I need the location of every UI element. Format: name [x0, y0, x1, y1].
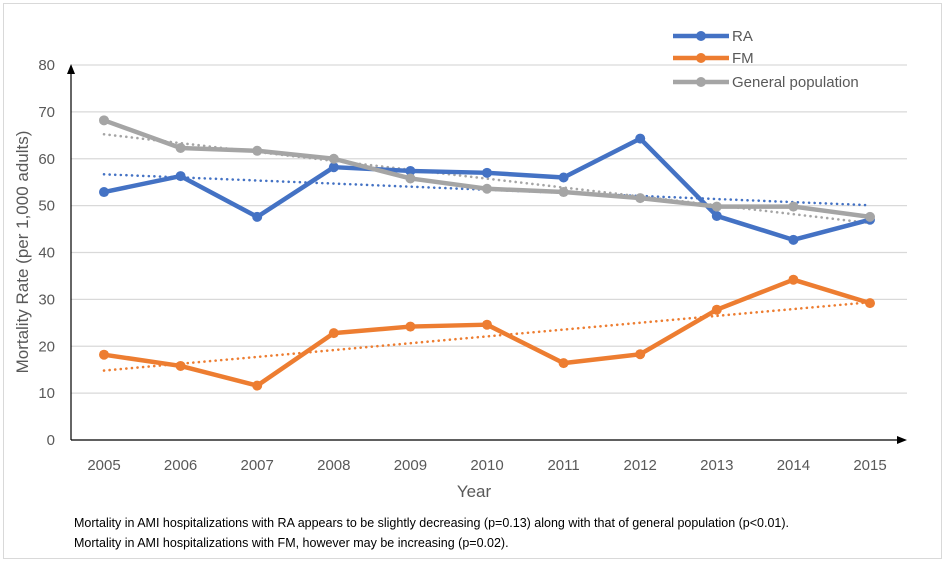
data-point-fm [99, 349, 109, 360]
data-point-ra [175, 171, 186, 182]
y-tick-label: 40 [38, 245, 55, 262]
y-tick-label: 30 [38, 291, 55, 308]
data-point-ra [328, 162, 339, 173]
series-ra [99, 133, 875, 245]
data-point-general-population [788, 201, 799, 212]
series-general-population [99, 115, 875, 222]
data-point-fm [635, 349, 646, 360]
legend-label: RA [732, 28, 753, 45]
x-tick-label: 2012 [624, 457, 657, 474]
chart-caption: Mortality in AMI hospitalizations with R… [74, 513, 789, 553]
data-point-general-population [558, 187, 569, 198]
caption-line-2: Mortality in AMI hospitalizations with F… [74, 536, 509, 550]
series-fm [99, 274, 875, 391]
data-point-ra [99, 187, 109, 198]
x-tick-label: 2005 [87, 457, 120, 474]
y-tick-label: 80 [38, 57, 55, 74]
data-point-ra [635, 133, 646, 144]
data-point-fm [252, 380, 263, 391]
data-point-general-population [328, 153, 339, 164]
data-point-ra [711, 210, 722, 221]
x-tick-label: 2015 [853, 457, 886, 474]
legend-swatch-marker [696, 77, 706, 87]
legend-label: FM [732, 50, 754, 67]
y-axis-title: Mortality Rate (per 1,000 adults) [13, 131, 32, 374]
trendline-fm [102, 300, 872, 372]
x-axis-title: Year [457, 482, 492, 501]
data-point-fm [865, 298, 875, 309]
x-tick-label: 2010 [470, 457, 503, 474]
caption-line-1: Mortality in AMI hospitalizations with R… [74, 516, 789, 530]
data-point-general-population [405, 173, 416, 184]
trendline-ra [102, 173, 872, 207]
data-point-ra [405, 165, 416, 176]
data-point-general-population [865, 211, 875, 222]
data-point-fm [175, 360, 186, 371]
series-line-fm [103, 277, 871, 388]
gridlines [71, 64, 907, 394]
y-tick-label: 50 [38, 198, 55, 215]
x-tick-label: 2013 [700, 457, 733, 474]
x-tick-label: 2007 [241, 457, 274, 474]
data-point-fm [558, 358, 569, 369]
y-tick-label: 20 [38, 338, 55, 355]
x-tick-label: 2008 [317, 457, 350, 474]
data-point-fm [405, 321, 416, 332]
y-tick-label: 70 [38, 104, 55, 121]
data-point-general-population [175, 142, 186, 153]
y-tick-label: 10 [38, 385, 55, 402]
y-axis-arrow [67, 64, 75, 74]
legend-label: General population [732, 74, 859, 91]
x-tick-label: 2011 [547, 457, 579, 474]
axes [67, 64, 907, 444]
data-point-general-population [711, 201, 722, 212]
data-point-fm [788, 274, 799, 285]
data-point-fm [711, 304, 722, 315]
y-tick-label: 60 [38, 151, 55, 168]
legend-item-fm: FM [673, 50, 754, 67]
data-point-general-population [635, 193, 646, 204]
data-point-general-population [252, 145, 263, 156]
chart-frame [3, 3, 942, 559]
data-point-fm [482, 319, 492, 330]
legend: RA FM General population [673, 28, 859, 91]
x-tick-label: 2006 [164, 457, 197, 474]
data-point-ra [558, 172, 569, 183]
x-tick-label: 2009 [394, 457, 427, 474]
y-tick-label: 0 [47, 432, 55, 449]
data-point-ra [482, 167, 492, 178]
legend-swatch-marker [696, 31, 706, 41]
legend-swatch-marker [696, 53, 706, 63]
series-lines [99, 115, 875, 391]
data-point-general-population [99, 115, 109, 126]
data-point-ra [252, 211, 263, 222]
data-point-fm [328, 328, 339, 339]
data-point-general-population [482, 183, 492, 194]
x-tick-label: 2014 [777, 457, 810, 474]
y-tick-labels: 0 10 20 30 40 50 60 70 80 [38, 57, 55, 449]
data-point-ra [788, 234, 799, 245]
legend-item-general-population: General population [673, 74, 859, 91]
legend-item-ra: RA [673, 28, 753, 45]
x-tick-labels: 2005 2006 2007 2008 2009 2010 2011 2012 2013 2014… [87, 457, 886, 474]
x-axis-arrow [897, 436, 907, 444]
